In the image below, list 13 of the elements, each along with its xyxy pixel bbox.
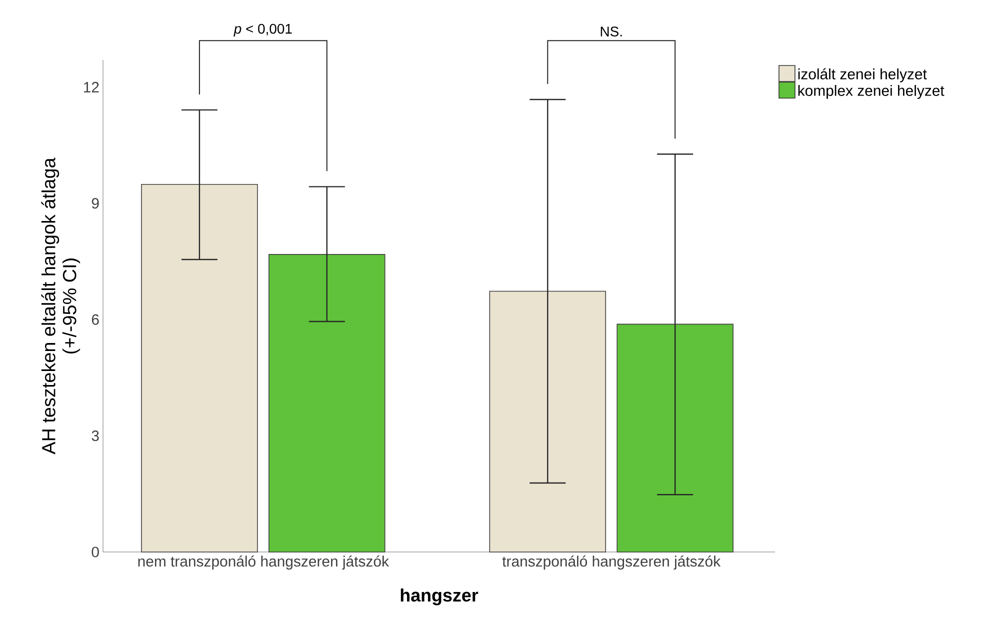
x-axis-title: hangszer — [400, 588, 478, 606]
y-tick-label: 0 — [92, 546, 99, 558]
y-tick-label: 9 — [92, 198, 99, 209]
y-tick-label: 6 — [92, 314, 99, 325]
legend-label: komplex zenei helyzet — [798, 84, 944, 99]
text: p < 0,001 — [234, 24, 292, 36]
y-tick-label: 3 — [92, 430, 99, 442]
text: NS. — [600, 26, 622, 36]
x-tick-label: transzponáló hangszeren játszók — [502, 556, 721, 570]
legend-label: izolált zenei helyzet — [798, 68, 927, 82]
y-tick-label: 12 — [84, 82, 99, 92]
x-tick-label: nem transzponáló hangszeren játszók — [138, 556, 389, 570]
y-axis-title: AH teszteken eltalált hangok átlaga (+/-95% CI) — [41, 158, 80, 454]
